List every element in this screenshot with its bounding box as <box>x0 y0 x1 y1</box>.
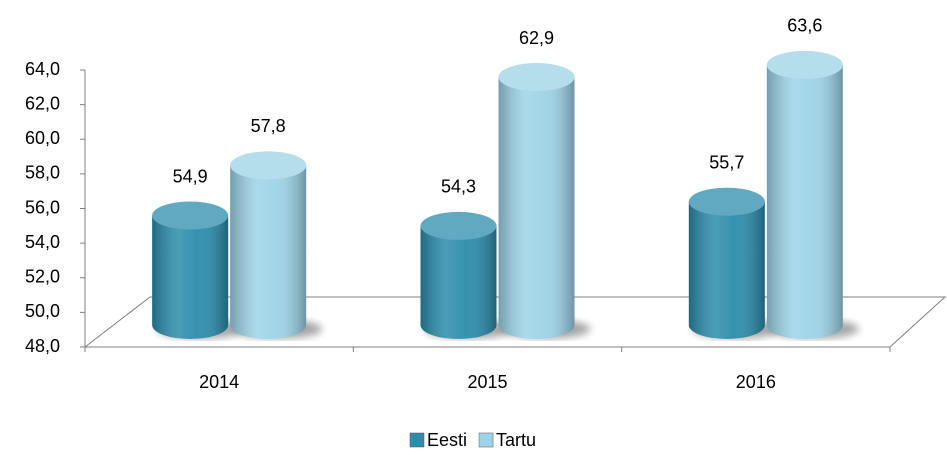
y-tick-label: 54,0 <box>25 232 60 252</box>
bar-shine <box>498 77 575 339</box>
legend-swatch <box>478 432 494 448</box>
data-label: 57,8 <box>251 116 286 136</box>
x-tick-label: 2014 <box>199 372 239 392</box>
data-label: 54,3 <box>441 177 476 197</box>
bar-top <box>152 201 229 230</box>
bar-top-shine <box>498 63 575 92</box>
bar-shine <box>420 225 497 339</box>
x-tick-label: 2015 <box>467 372 507 392</box>
bar-shine <box>688 201 765 339</box>
y-tick-label: 56,0 <box>25 197 60 217</box>
bar-top-shine <box>420 211 497 240</box>
legend-label: Eesti <box>427 430 467 450</box>
y-tick-label: 50,0 <box>25 301 60 321</box>
x-tick-label: 2016 <box>736 372 776 392</box>
y-tick-label: 58,0 <box>25 163 60 183</box>
y-tick-label: 60,0 <box>25 128 60 148</box>
bar-top <box>766 50 843 79</box>
bar-top-shine <box>688 187 765 216</box>
bar-top <box>688 187 765 216</box>
legend-swatch <box>409 432 425 448</box>
data-label: 62,9 <box>519 28 554 48</box>
y-tick-label: 52,0 <box>25 267 60 287</box>
data-label: 54,9 <box>173 166 208 186</box>
y-tick-label: 48,0 <box>25 336 60 356</box>
bar-shine <box>230 165 307 339</box>
bar-top <box>230 151 307 180</box>
y-tick-label: 64,0 <box>25 59 60 79</box>
bar-top-shine <box>766 50 843 79</box>
data-label: 63,6 <box>787 16 822 36</box>
y-tick-label: 62,0 <box>25 93 60 113</box>
bar-shine <box>766 64 843 340</box>
legend-label: Tartu <box>496 430 536 450</box>
bar-top <box>420 211 497 240</box>
bar-top <box>498 63 575 92</box>
bar-shine <box>152 215 229 339</box>
bar-top-shine <box>152 201 229 230</box>
bar-top-shine <box>230 151 307 180</box>
data-label: 55,7 <box>709 152 744 172</box>
